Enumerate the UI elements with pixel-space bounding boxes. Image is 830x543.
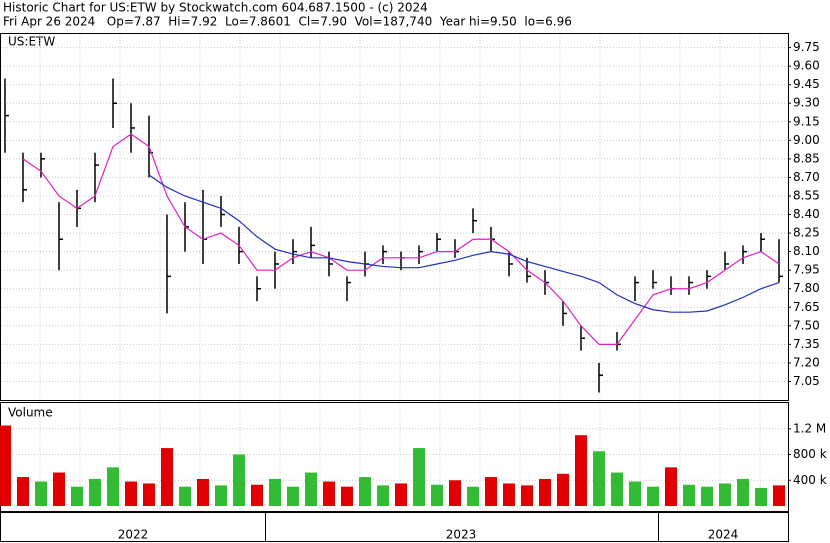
volume-bar [413, 448, 425, 506]
year-label: 2023 [446, 528, 477, 542]
volume-bar [593, 451, 605, 506]
volume-bar [629, 481, 641, 506]
y-tick-label: 8.40 [793, 207, 820, 221]
volume-bar [737, 478, 749, 506]
y-tick-label: 7.05 [793, 374, 820, 388]
y-tick-label: 1.2 M [793, 421, 826, 435]
volume-bar [683, 484, 695, 506]
y-tick-label: 8.25 [793, 226, 820, 240]
volume-bar [539, 478, 551, 506]
volume-bar [125, 481, 137, 506]
volume-bar [143, 483, 155, 506]
volume-bar [701, 486, 713, 506]
volume-bar [431, 484, 443, 506]
y-tick-label: 7.20 [793, 355, 820, 369]
header-line1: Historic Chart for US:ETW by Stockwatch.… [3, 1, 428, 15]
volume-bar [179, 486, 191, 506]
volume-bar [89, 478, 101, 506]
volume-bar [377, 485, 389, 506]
y-tick-label: 8.10 [793, 244, 820, 258]
volume-bar [287, 486, 299, 506]
volume-bar [557, 473, 569, 506]
volume-bar [359, 477, 371, 506]
y-tick-label: 8.85 [793, 151, 820, 165]
symbol-label: US:ETW [8, 35, 55, 49]
volume-bar [395, 483, 407, 506]
y-tick-label: 400 k [793, 473, 827, 487]
y-tick-label: 8.70 [793, 170, 820, 184]
volume-bar [305, 472, 317, 506]
header-line2: Fri Apr 26 2024 Op=7.87 Hi=7.92 Lo=7.860… [3, 15, 572, 29]
year-label: 2022 [118, 528, 149, 542]
volume-bar [611, 472, 623, 506]
y-tick-label: 9.45 [793, 77, 820, 91]
year-label: 2024 [708, 528, 739, 542]
volume-bar [665, 467, 677, 506]
volume-bar [107, 467, 119, 506]
volume-bar [647, 486, 659, 506]
volume-bar [323, 481, 335, 506]
x-axis-panel [0, 512, 789, 542]
volume-bar [233, 454, 245, 506]
y-tick-label: 7.50 [793, 318, 820, 332]
volume-bar [251, 484, 263, 506]
volume-bar [485, 477, 497, 506]
volume-bar [53, 472, 65, 506]
y-tick-label: 7.35 [793, 337, 820, 351]
volume-bar [161, 448, 173, 506]
y-tick-label: 9.15 [793, 114, 820, 128]
volume-bar [773, 485, 785, 506]
y-tick-label: 7.80 [793, 281, 820, 295]
y-tick-label: 9.60 [793, 59, 820, 73]
volume-bar [269, 478, 281, 506]
y-tick-label: 9.30 [793, 96, 820, 110]
volume-bar [503, 483, 515, 506]
y-tick-label: 7.95 [793, 263, 820, 277]
y-tick-label: 7.65 [793, 300, 820, 314]
moving-average [22, 133, 780, 345]
volume-bar [197, 478, 209, 506]
y-tick-label: 800 k [793, 447, 827, 461]
volume-bar [719, 483, 731, 506]
volume-label: Volume [8, 406, 53, 420]
volume-bar [215, 485, 227, 506]
y-tick-label: 8.55 [793, 188, 820, 202]
moving-average [148, 174, 780, 313]
y-tick-label: 9.00 [793, 133, 820, 147]
volume-bar [449, 480, 461, 506]
volume-bar [521, 485, 533, 506]
volume-bar [0, 425, 11, 506]
volume-bar [17, 477, 29, 506]
y-tick-label: 9.75 [793, 40, 820, 54]
volume-bar [467, 486, 479, 506]
volume-bar [71, 486, 83, 506]
volume-bar [341, 486, 353, 506]
volume-bar [575, 435, 587, 506]
volume-bar [755, 487, 767, 506]
price-panel [0, 33, 789, 401]
volume-bar [35, 481, 47, 506]
